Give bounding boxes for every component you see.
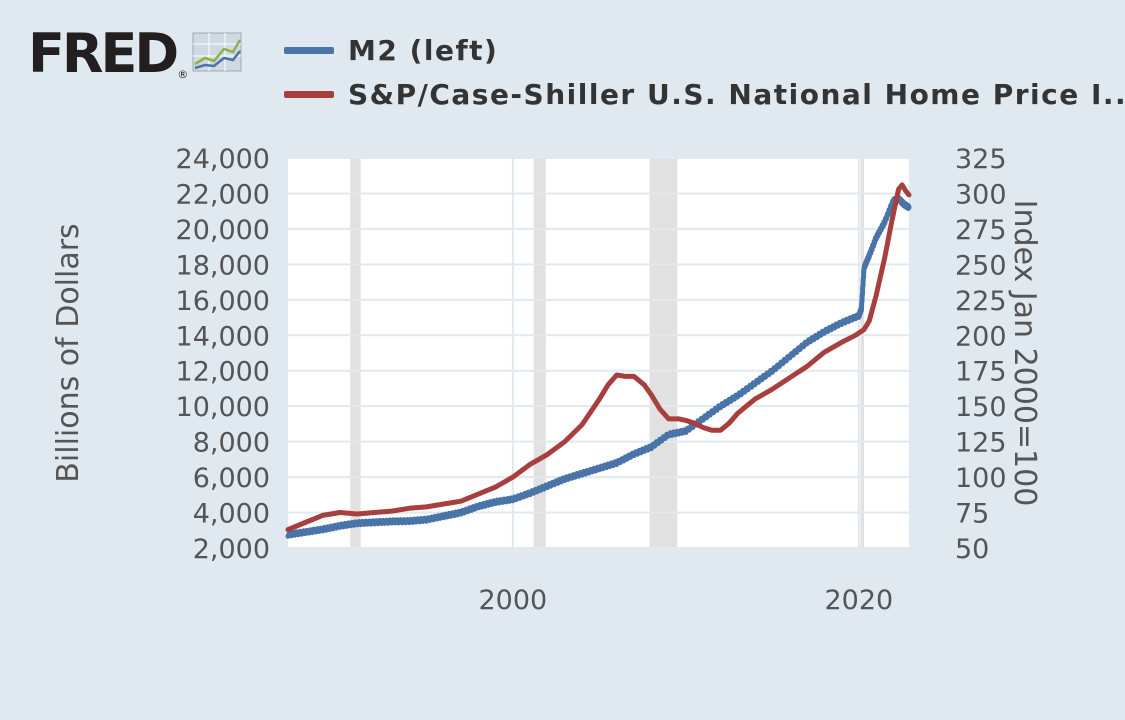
- right-tick-label: 275: [955, 215, 1007, 246]
- series-lines: [285, 182, 912, 539]
- legend-label-hpi: S&P/Case-Shiller U.S. National Home Pric…: [348, 77, 1125, 111]
- legend-swatch-hpi: [284, 90, 334, 98]
- line-graph-icon: [192, 32, 242, 72]
- recession-bands: [350, 158, 865, 548]
- left-tick-label: 10,000: [176, 392, 270, 423]
- right-tick-label: 325: [955, 144, 1007, 175]
- right-axis-title: Index Jan 2000=100: [1007, 200, 1042, 507]
- legend-item-hpi[interactable]: S&P/Case-Shiller U.S. National Home Pric…: [284, 72, 1125, 116]
- right-tick-label: 300: [955, 179, 1007, 210]
- x-tick-label: 2020: [824, 585, 893, 616]
- left-tick-label: 18,000: [176, 250, 270, 281]
- right-tick-label: 150: [955, 392, 1007, 423]
- right-tick-label: 100: [955, 463, 1007, 494]
- right-tick-label: 75: [955, 499, 989, 530]
- right-tick-label: 250: [955, 250, 1007, 281]
- right-tick-label: 225: [955, 286, 1007, 317]
- left-axis-title: Billions of Dollars: [51, 223, 86, 482]
- left-tick-label: 12,000: [176, 357, 270, 388]
- grid-lines: [288, 157, 909, 549]
- left-tick-label: 2,000: [193, 534, 270, 565]
- recession-band-3: [860, 158, 865, 548]
- right-tick-label: 200: [955, 321, 1007, 352]
- recession-band-1: [533, 158, 546, 548]
- registered-mark: ®: [177, 68, 189, 81]
- fred-logo[interactable]: FRED ®: [28, 26, 242, 86]
- recession-band-0: [350, 158, 361, 548]
- logo-text: FRED: [28, 22, 179, 85]
- recession-band-2: [649, 158, 678, 548]
- legend-label-m2: M2 (left): [348, 33, 499, 67]
- left-tick-label: 16,000: [176, 286, 270, 317]
- right-tick-label: 50: [955, 534, 989, 565]
- series-line-m2: [285, 194, 912, 539]
- left-tick-label: 20,000: [176, 215, 270, 246]
- legend-swatch-m2: [284, 46, 334, 54]
- left-tick-label: 8,000: [193, 428, 270, 459]
- x-tick-label: 2000: [479, 585, 548, 616]
- left-tick-label: 14,000: [176, 321, 270, 352]
- series-line-hpi: [285, 182, 912, 533]
- left-axis-ticks: 2,000 4,000 6,000 8,000 10,000 12,000 14,000 16…: [176, 144, 270, 565]
- legend-item-m2[interactable]: M2 (left): [284, 28, 1125, 72]
- chart-legend: M2 (left) S&P/Case-Shiller U.S. National…: [284, 28, 1125, 116]
- left-tick-label: 4,000: [193, 499, 270, 530]
- left-tick-label: 22,000: [176, 179, 270, 210]
- right-tick-label: 175: [955, 357, 1007, 388]
- right-tick-label: 125: [955, 428, 1007, 459]
- left-tick-label: 24,000: [176, 144, 270, 175]
- left-tick-label: 6,000: [193, 463, 270, 494]
- right-axis-ticks: 50 75 100 125 150 175 200 225 250 275 300 325: [955, 144, 1007, 565]
- plot-area: [288, 158, 909, 548]
- x-axis-ticks: 2000 2020: [479, 585, 894, 616]
